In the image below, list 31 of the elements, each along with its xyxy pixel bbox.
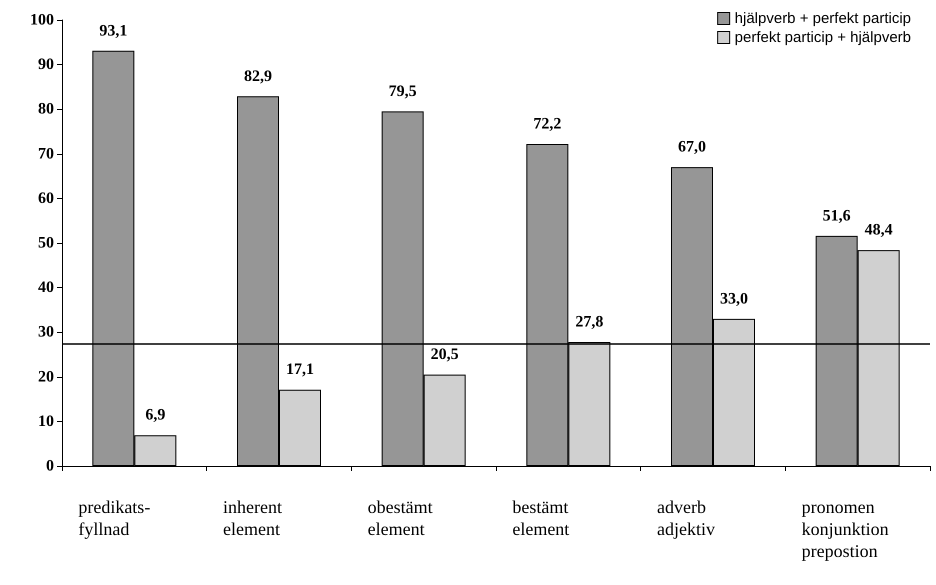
y-tick-label: 70 — [38, 145, 54, 162]
x-tick-label: adverb adjektiv — [657, 497, 715, 539]
legend-label: perfekt particip + hjälpverb — [734, 29, 912, 46]
data-label: 6,9 — [145, 406, 166, 424]
x-tick-label: inherent element — [223, 497, 282, 539]
data-label: 17,1 — [286, 361, 314, 378]
data-label: 20,5 — [430, 346, 459, 364]
data-label: 51,6 — [822, 207, 851, 224]
y-tick-label: 0 — [46, 458, 54, 474]
y-tick-label: 80 — [38, 100, 54, 118]
data-label: 67,0 — [678, 138, 706, 156]
data-label: 33,0 — [720, 290, 748, 308]
y-tick-label: 30 — [38, 324, 54, 341]
y-tick-label: 20 — [38, 368, 54, 386]
y-tick-label: 50 — [38, 234, 54, 252]
x-tick-label: bestämt element — [512, 497, 570, 539]
x-tick-label: obestämt element — [368, 497, 433, 539]
data-label: 93,1 — [99, 22, 128, 40]
data-label: 79,5 — [388, 82, 417, 100]
data-label: 82,9 — [244, 68, 272, 85]
y-tick-label: 90 — [38, 56, 54, 74]
data-label: 27,8 — [575, 314, 604, 331]
legend-label: hjälpverb + perfekt particip — [734, 10, 912, 27]
data-label: 72,2 — [533, 115, 562, 132]
x-tick-label: pronomen konjunktion prepostion — [802, 497, 889, 561]
x-tick-label: predikats- fyllnad — [78, 497, 150, 539]
data-label: 48,4 — [864, 222, 893, 239]
y-tick-label: 10 — [38, 412, 54, 430]
y-tick-label: 100 — [30, 12, 54, 28]
y-tick-label: 40 — [38, 279, 54, 296]
y-tick-label: 60 — [38, 190, 54, 207]
